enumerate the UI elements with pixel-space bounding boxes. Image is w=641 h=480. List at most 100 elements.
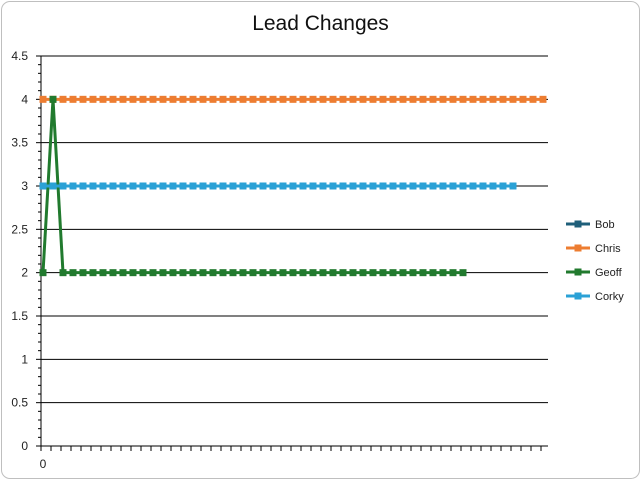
y-tick-label: 1.5 <box>11 309 28 323</box>
data-point <box>199 269 207 277</box>
data-point <box>189 182 197 190</box>
data-point <box>149 95 157 103</box>
legend-item-geoff: Geoff <box>566 267 623 279</box>
data-point <box>209 269 217 277</box>
chart-title: Lead Changes <box>252 12 389 35</box>
data-point <box>119 269 127 277</box>
data-point <box>369 95 377 103</box>
data-point <box>409 182 417 190</box>
data-point <box>209 95 217 103</box>
data-point <box>99 269 107 277</box>
data-point <box>319 269 327 277</box>
data-point <box>169 269 177 277</box>
data-point <box>329 269 337 277</box>
legend-swatch-marker <box>574 244 582 252</box>
data-point <box>359 182 367 190</box>
data-point <box>39 269 47 277</box>
data-point <box>229 269 237 277</box>
y-tick-label: 3 <box>21 179 28 193</box>
data-point <box>109 182 117 190</box>
data-point <box>189 269 197 277</box>
data-point <box>379 182 387 190</box>
data-point <box>149 182 157 190</box>
data-point <box>169 95 177 103</box>
legend-label: Bob <box>595 219 615 231</box>
data-point <box>479 95 487 103</box>
data-point <box>199 182 207 190</box>
data-point <box>429 269 437 277</box>
data-point <box>409 95 417 103</box>
series-geoff <box>39 95 467 277</box>
data-point <box>509 182 517 190</box>
data-point <box>239 95 247 103</box>
data-point <box>489 182 497 190</box>
y-tick-label: 3.5 <box>11 136 28 150</box>
data-point <box>509 95 517 103</box>
data-point <box>459 95 467 103</box>
data-point <box>169 182 177 190</box>
data-point <box>129 95 137 103</box>
data-point <box>389 182 397 190</box>
data-point <box>39 182 47 190</box>
data-point <box>179 269 187 277</box>
x-tick-label: 0 <box>40 457 47 471</box>
legend-swatch-marker <box>574 268 582 276</box>
data-point <box>89 95 97 103</box>
data-point <box>299 269 307 277</box>
data-point <box>99 95 107 103</box>
data-point <box>439 269 447 277</box>
legend-label: Geoff <box>595 267 623 279</box>
data-point <box>439 95 447 103</box>
data-point <box>139 182 147 190</box>
data-point <box>289 95 297 103</box>
data-point <box>449 95 457 103</box>
data-point <box>439 182 447 190</box>
data-point <box>259 269 267 277</box>
data-point <box>249 182 257 190</box>
data-point <box>109 95 117 103</box>
data-point <box>369 182 377 190</box>
data-point <box>199 95 207 103</box>
data-point <box>469 182 477 190</box>
data-point <box>239 269 247 277</box>
data-point <box>459 269 467 277</box>
legend-label: Chris <box>595 243 621 255</box>
data-point <box>229 182 237 190</box>
legend-label: Corky <box>595 291 624 303</box>
data-point <box>99 182 107 190</box>
data-point <box>69 182 77 190</box>
data-point <box>379 269 387 277</box>
data-point <box>279 269 287 277</box>
data-point <box>39 95 47 103</box>
data-point <box>69 95 77 103</box>
data-point <box>149 269 157 277</box>
data-point <box>329 182 337 190</box>
data-point <box>309 95 317 103</box>
legend: Bob Chris Geoff Corky <box>566 219 624 303</box>
data-point <box>349 182 357 190</box>
data-point <box>159 269 167 277</box>
data-point <box>339 182 347 190</box>
data-point <box>479 182 487 190</box>
data-point <box>429 182 437 190</box>
data-point <box>59 269 67 277</box>
data-point <box>159 95 167 103</box>
data-point <box>309 269 317 277</box>
data-point <box>209 182 217 190</box>
series-lines <box>39 95 547 277</box>
data-point <box>89 182 97 190</box>
data-point <box>339 95 347 103</box>
data-point <box>449 269 457 277</box>
data-point <box>319 95 327 103</box>
data-point <box>229 95 237 103</box>
data-point <box>159 182 167 190</box>
data-point <box>369 269 377 277</box>
y-tick-label: 4 <box>21 92 28 106</box>
data-point <box>349 269 357 277</box>
legend-swatch-marker <box>574 292 582 300</box>
data-point <box>359 95 367 103</box>
data-point <box>469 95 477 103</box>
data-point <box>249 269 257 277</box>
data-point <box>259 182 267 190</box>
